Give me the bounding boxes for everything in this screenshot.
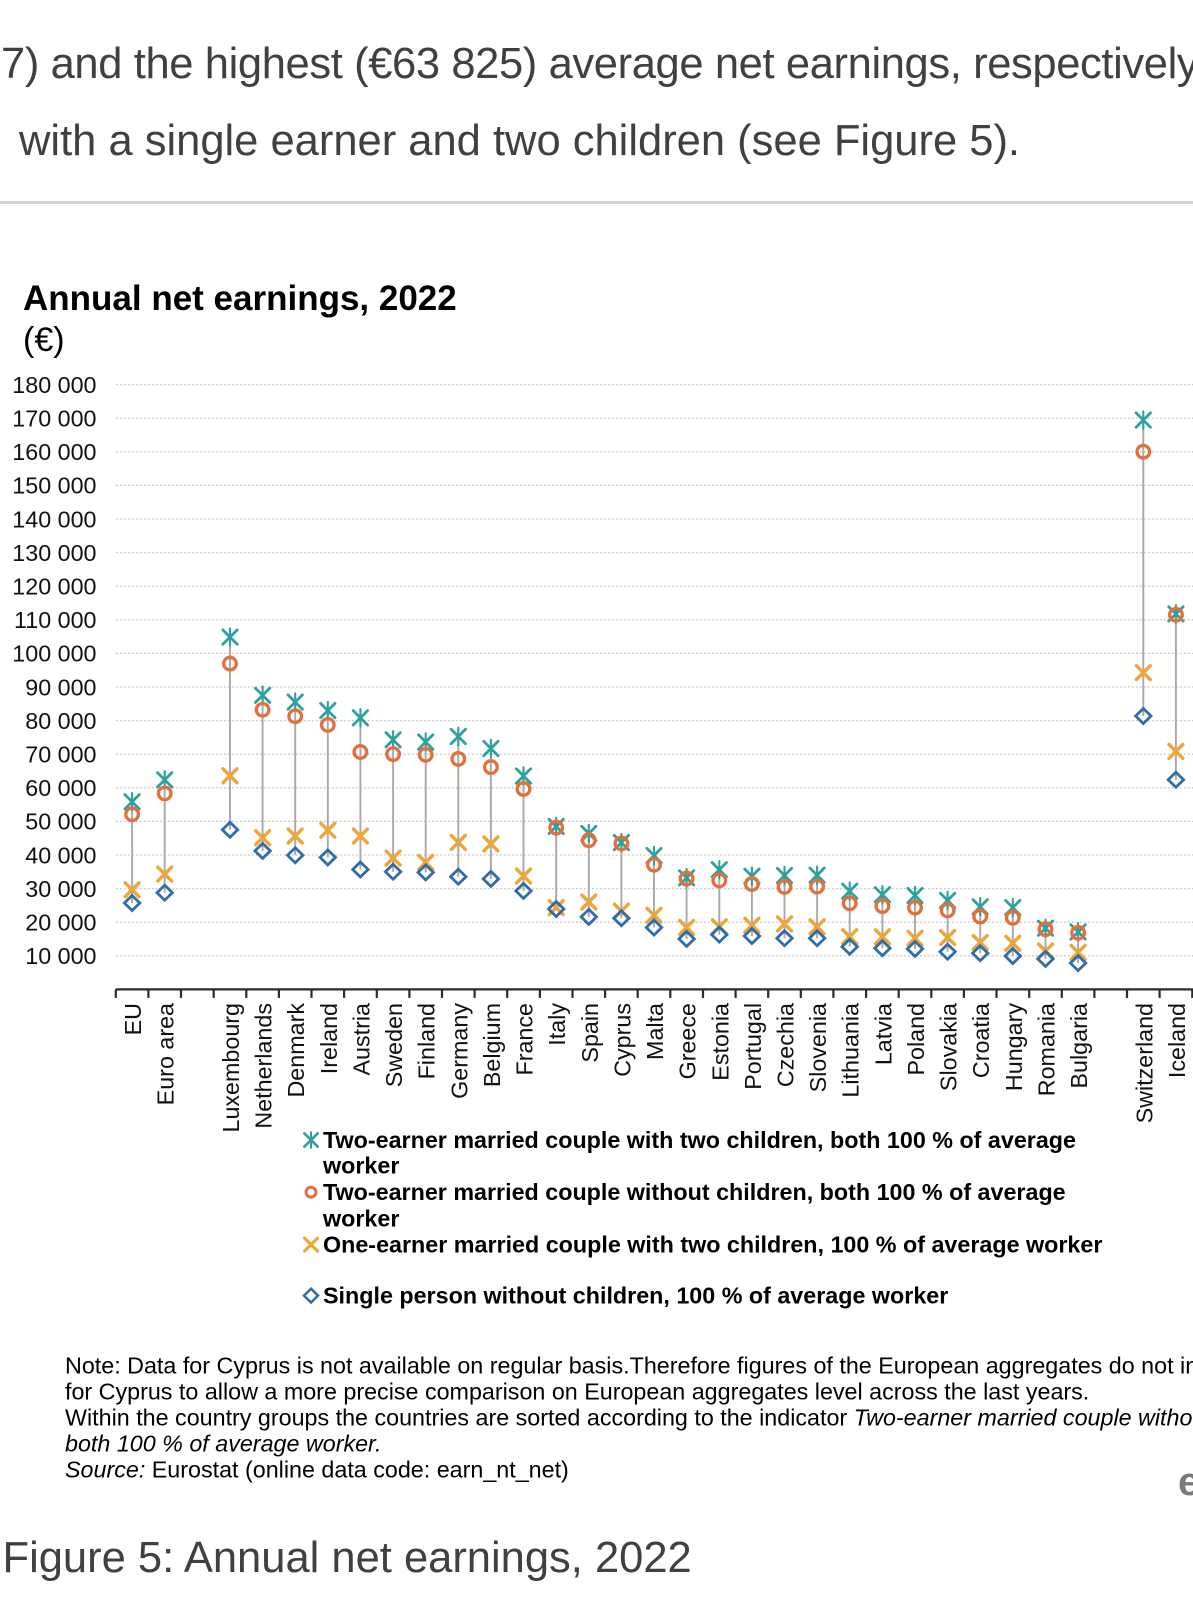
svg-text:EU: EU	[120, 1003, 146, 1035]
svg-text:Netherlands: Netherlands	[251, 1003, 277, 1129]
svg-text:for Cyprus to allow a more pre: for Cyprus to allow a more precise compa…	[65, 1379, 1089, 1405]
svg-text:Belgium: Belgium	[479, 1003, 505, 1087]
svg-text:Italy: Italy	[544, 1003, 570, 1046]
svg-text:Denmark: Denmark	[283, 1003, 309, 1098]
svg-text:110 000: 110 000	[14, 607, 97, 633]
svg-text:Bulgaria: Bulgaria	[1066, 1003, 1092, 1089]
svg-text:Finland: Finland	[414, 1003, 440, 1079]
svg-text:50 000: 50 000	[25, 809, 96, 835]
svg-text:Malta: Malta	[642, 1003, 668, 1060]
svg-text:80 000: 80 000	[25, 708, 96, 734]
svg-text:Sweden: Sweden	[381, 1003, 407, 1087]
svg-text:Slovenia: Slovenia	[805, 1003, 831, 1092]
svg-text:Single person without children: Single person without children, 100 % of…	[323, 1282, 948, 1308]
svg-text:Slovakia: Slovakia	[936, 1003, 962, 1091]
svg-text:Hungary: Hungary	[1001, 1003, 1027, 1091]
svg-text:Two-earner married couple with: Two-earner married couple with two child…	[323, 1127, 1076, 1153]
svg-text:Portugal: Portugal	[740, 1003, 766, 1090]
svg-text:Ireland: Ireland	[316, 1003, 342, 1074]
svg-text:Iceland: Iceland	[1164, 1003, 1190, 1078]
svg-text:Austria: Austria	[348, 1003, 374, 1076]
svg-text:(€): (€)	[23, 321, 65, 359]
svg-text:Cyprus: Cyprus	[609, 1003, 635, 1077]
svg-text:Euro area: Euro area	[153, 1003, 179, 1105]
svg-text:e: e	[1178, 1460, 1193, 1504]
svg-text:Greece: Greece	[675, 1003, 701, 1079]
svg-text:Two-earner married couple with: Two-earner married couple without childr…	[323, 1179, 1066, 1205]
svg-text:20 000: 20 000	[25, 910, 96, 936]
svg-text:Romania: Romania	[1034, 1003, 1060, 1096]
svg-text:Luxembourg: Luxembourg	[218, 1003, 244, 1133]
svg-text:60 000: 60 000	[25, 775, 96, 801]
svg-text:France: France	[512, 1003, 538, 1076]
svg-text:Lithuania: Lithuania	[838, 1003, 864, 1098]
svg-text:140 000: 140 000	[12, 506, 96, 532]
svg-text:both 100 % of average worker.: both 100 % of average worker.	[65, 1431, 381, 1457]
svg-text:120 000: 120 000	[12, 574, 96, 600]
svg-text:150 000: 150 000	[12, 473, 96, 499]
svg-text:Annual net earnings, 2022: Annual net earnings, 2022	[23, 279, 457, 318]
svg-text:One-earner married couple with: One-earner married couple with two child…	[323, 1231, 1102, 1257]
svg-text:worker: worker	[322, 1206, 399, 1232]
svg-text:160 000: 160 000	[12, 439, 96, 465]
svg-text:Germany: Germany	[446, 1003, 472, 1099]
svg-text:Czechia: Czechia	[773, 1003, 799, 1087]
svg-text:Source: Eurostat (online data: Source: Eurostat (online data code: earn…	[65, 1457, 569, 1483]
svg-text:130 000: 130 000	[12, 540, 96, 566]
svg-text:Spain: Spain	[577, 1003, 603, 1063]
svg-text:30 000: 30 000	[25, 876, 96, 902]
svg-text:Note: Data for Cyprus is not a: Note: Data for Cyprus is not available o…	[65, 1353, 1193, 1379]
svg-text:Poland: Poland	[903, 1003, 929, 1076]
svg-text:180 000: 180 000	[12, 372, 96, 398]
svg-text:Latvia: Latvia	[870, 1003, 896, 1065]
svg-text:90 000: 90 000	[25, 674, 96, 700]
svg-text:Switzerland: Switzerland	[1131, 1003, 1157, 1123]
svg-text:100 000: 100 000	[12, 641, 96, 667]
svg-text:40 000: 40 000	[25, 842, 96, 868]
svg-text:Croatia: Croatia	[968, 1003, 994, 1078]
svg-text:Within the country groups the: Within the country groups the countries …	[65, 1405, 1193, 1431]
svg-text:10 000: 10 000	[25, 943, 96, 969]
svg-text:70 000: 70 000	[25, 742, 96, 768]
svg-text:Estonia: Estonia	[707, 1003, 733, 1081]
svg-text:worker: worker	[322, 1153, 399, 1179]
svg-text:170 000: 170 000	[12, 406, 96, 432]
